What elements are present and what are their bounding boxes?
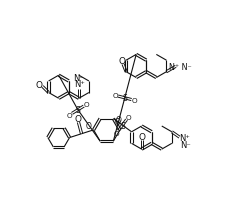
Text: O: O xyxy=(116,115,122,124)
Text: N⁻: N⁻ xyxy=(180,140,190,149)
Text: O: O xyxy=(74,114,81,123)
Text: O: O xyxy=(66,112,72,119)
Text: N⁺: N⁺ xyxy=(179,134,190,143)
Text: O: O xyxy=(138,132,145,141)
Text: O: O xyxy=(35,80,42,89)
Text: O: O xyxy=(114,131,119,136)
Text: O: O xyxy=(112,93,118,99)
Text: O: O xyxy=(115,118,121,127)
Text: O: O xyxy=(126,114,131,121)
Text: O: O xyxy=(119,56,126,65)
Text: O: O xyxy=(84,102,89,108)
Text: S: S xyxy=(120,121,125,130)
Text: S: S xyxy=(122,94,127,103)
Text: N⁺ N⁻: N⁺ N⁻ xyxy=(169,63,192,71)
Text: O: O xyxy=(86,121,92,130)
Text: S: S xyxy=(76,106,80,115)
Text: O: O xyxy=(132,98,137,104)
Text: N⁻: N⁻ xyxy=(73,74,84,83)
Text: N⁺: N⁺ xyxy=(74,80,85,89)
